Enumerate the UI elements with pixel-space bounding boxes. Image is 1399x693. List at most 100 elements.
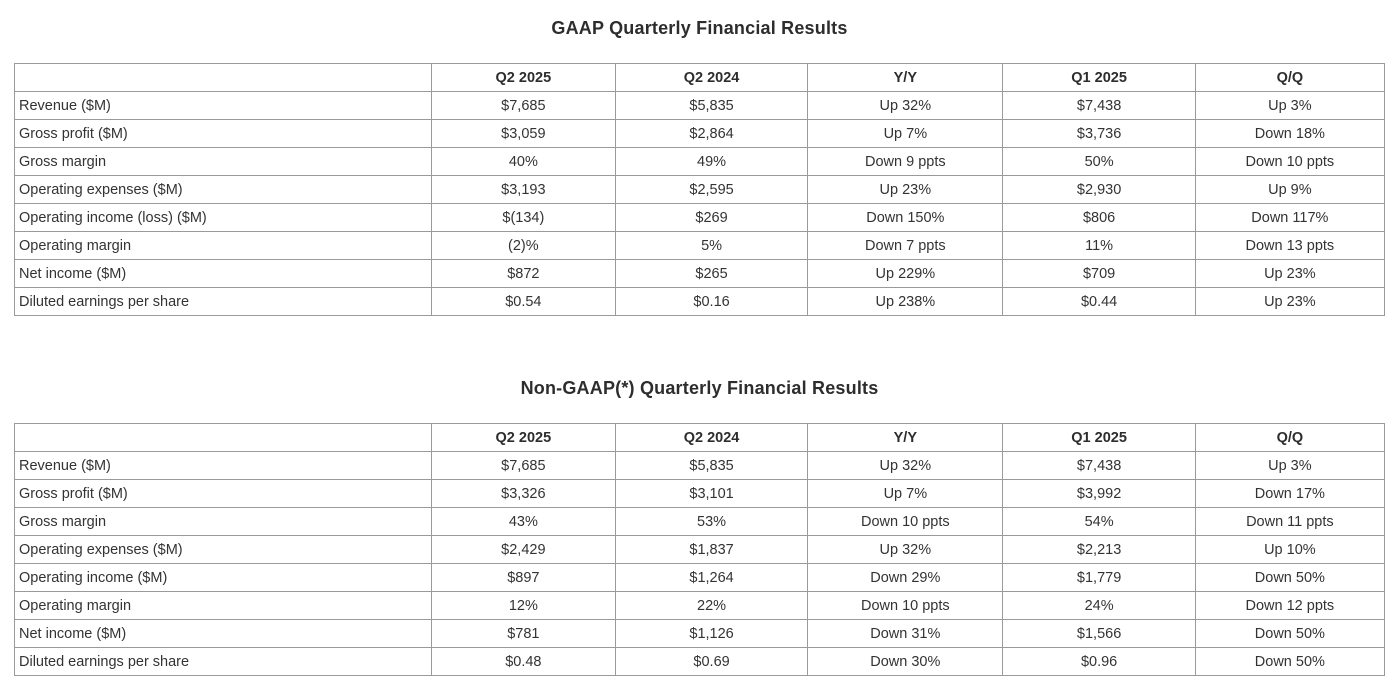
value-cell: Down 10 ppts: [807, 591, 1004, 620]
column-header: Q1 2025: [1002, 63, 1196, 92]
value-cell: Up 23%: [1194, 287, 1386, 316]
table-row: Diluted earnings per share $0.48 $0.69 Down…: [14, 647, 1386, 676]
gaap-table-title: GAAP Quarterly Financial Results: [551, 18, 848, 38]
value-cell: Up 238%: [807, 287, 1004, 316]
metric-label: Diluted earnings per share: [14, 647, 432, 676]
metric-label: Gross profit ($M): [14, 119, 432, 148]
column-header: Q2 2025: [430, 423, 616, 452]
table-row: Operating income (loss) ($M) $(134) $269 Do…: [14, 203, 1386, 232]
table-row: Gross margin 40% 49% Down 9 ppts 50% Down 10 …: [14, 147, 1386, 176]
metric-label: Net income ($M): [14, 619, 432, 648]
column-header: Q2 2025: [430, 63, 616, 92]
value-cell: Down 50%: [1194, 563, 1386, 592]
table-row: Operating expenses ($M) $3,193 $2,595 Up 23…: [14, 175, 1386, 204]
value-cell: $5,835: [614, 451, 809, 480]
value-cell: Up 23%: [1194, 259, 1386, 288]
value-cell: Down 29%: [807, 563, 1004, 592]
value-cell: 5%: [614, 231, 809, 260]
value-cell: Down 10 ppts: [1194, 147, 1386, 176]
value-cell: Up 229%: [807, 259, 1004, 288]
value-cell: Down 18%: [1194, 119, 1386, 148]
gaap-table-body: Revenue ($M) $7,685 $5,835 Up 32% $7,438 Up 3…: [14, 91, 1386, 316]
value-cell: $2,429: [430, 535, 616, 564]
value-cell: $3,992: [1002, 479, 1196, 508]
value-cell: $2,930: [1002, 175, 1196, 204]
value-cell: 40%: [430, 147, 616, 176]
value-cell: $7,685: [430, 91, 616, 120]
value-cell: $0.48: [430, 647, 616, 676]
value-cell: $265: [614, 259, 809, 288]
value-cell: $1,566: [1002, 619, 1196, 648]
metric-label: Gross profit ($M): [14, 479, 432, 508]
value-cell: $7,685: [430, 451, 616, 480]
value-cell: Down 9 ppts: [807, 147, 1004, 176]
table-row: Revenue ($M) $7,685 $5,835 Up 32% $7,438 Up 3…: [14, 451, 1386, 480]
metric-label: Operating income (loss) ($M): [14, 203, 432, 232]
value-cell: Down 150%: [807, 203, 1004, 232]
table-row: Operating margin 12% 22% Down 10 ppts 24% Dow…: [14, 591, 1386, 620]
value-cell: $2,213: [1002, 535, 1196, 564]
value-cell: $0.16: [614, 287, 809, 316]
value-cell: $781: [430, 619, 616, 648]
value-cell: Down 10 ppts: [807, 507, 1004, 536]
metric-label: Revenue ($M): [14, 91, 432, 120]
value-cell: $0.69: [614, 647, 809, 676]
column-header: Q/Q: [1194, 63, 1386, 92]
value-cell: Up 9%: [1194, 175, 1386, 204]
value-cell: 11%: [1002, 231, 1196, 260]
metric-label: Revenue ($M): [14, 451, 432, 480]
value-cell: Up 10%: [1194, 535, 1386, 564]
row-label-header: [14, 423, 432, 452]
value-cell: 54%: [1002, 507, 1196, 536]
table-row: Gross margin 43% 53% Down 10 ppts 54% Down 11…: [14, 507, 1386, 536]
metric-label: Operating expenses ($M): [14, 175, 432, 204]
metric-label: Diluted earnings per share: [14, 287, 432, 316]
value-cell: $7,438: [1002, 451, 1196, 480]
value-cell: Down 11 ppts: [1194, 507, 1386, 536]
value-cell: 53%: [614, 507, 809, 536]
non-gaap-table-title: Non-GAAP(*) Quarterly Financial Results: [520, 378, 879, 398]
gaap-table-header: Q2 2025 Q2 2024 Y/Y Q1 2025 Q/Q: [14, 63, 1386, 92]
value-cell: 24%: [1002, 591, 1196, 620]
value-cell: 12%: [430, 591, 616, 620]
value-cell: $1,126: [614, 619, 809, 648]
column-header: Q1 2025: [1002, 423, 1196, 452]
metric-label: Net income ($M): [14, 259, 432, 288]
non-gaap-results-table: Q2 2025 Q2 2024 Y/Y Q1 2025 Q/Q Revenue ($M)…: [14, 423, 1386, 676]
table-row: Diluted earnings per share $0.54 $0.16 Up 2…: [14, 287, 1386, 316]
value-cell: 43%: [430, 507, 616, 536]
non-gaap-table-body: Revenue ($M) $7,685 $5,835 Up 32% $7,438 Up 3…: [14, 451, 1386, 676]
value-cell: Up 3%: [1194, 91, 1386, 120]
gaap-results-table: Q2 2025 Q2 2024 Y/Y Q1 2025 Q/Q Revenue ($M)…: [14, 63, 1386, 316]
value-cell: Up 32%: [807, 535, 1004, 564]
value-cell: $3,326: [430, 479, 616, 508]
value-cell: $3,736: [1002, 119, 1196, 148]
table-row: Gross profit ($M) $3,326 $3,101 Up 7% $3,992…: [14, 479, 1386, 508]
value-cell: Down 7 ppts: [807, 231, 1004, 260]
value-cell: $897: [430, 563, 616, 592]
table-row: Operating income ($M) $897 $1,264 Down 29% $…: [14, 563, 1386, 592]
table-row: Operating margin (2)% 5% Down 7 ppts 11% Down…: [14, 231, 1386, 260]
value-cell: (2)%: [430, 231, 616, 260]
header-row: Q2 2025 Q2 2024 Y/Y Q1 2025 Q/Q: [14, 423, 1386, 452]
non-gaap-table-header: Q2 2025 Q2 2024 Y/Y Q1 2025 Q/Q: [14, 423, 1386, 452]
value-cell: Down 30%: [807, 647, 1004, 676]
table-row: Gross profit ($M) $3,059 $2,864 Up 7% $3,736…: [14, 119, 1386, 148]
row-label-header: [14, 63, 432, 92]
value-cell: Up 7%: [807, 479, 1004, 508]
value-cell: Down 117%: [1194, 203, 1386, 232]
value-cell: Down 12 ppts: [1194, 591, 1386, 620]
column-header: Q/Q: [1194, 423, 1386, 452]
metric-label: Operating margin: [14, 231, 432, 260]
value-cell: $1,779: [1002, 563, 1196, 592]
column-header: Q2 2024: [614, 423, 809, 452]
value-cell: $2,595: [614, 175, 809, 204]
value-cell: $1,837: [614, 535, 809, 564]
column-header: Q2 2024: [614, 63, 809, 92]
value-cell: $806: [1002, 203, 1196, 232]
value-cell: $7,438: [1002, 91, 1196, 120]
metric-label: Operating margin: [14, 591, 432, 620]
value-cell: Up 3%: [1194, 451, 1386, 480]
value-cell: Down 31%: [807, 619, 1004, 648]
